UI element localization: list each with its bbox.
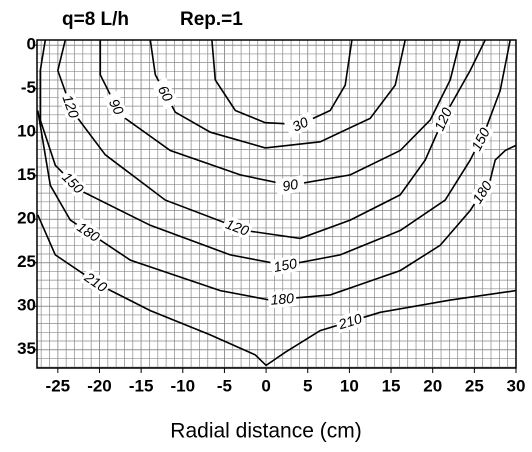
contour-label-group: 150 [270,254,301,276]
x-tick-label: 20 [423,376,442,395]
contour-label-bg [467,123,495,156]
contour-label-bg [284,111,317,138]
contour-label-bg [79,267,112,297]
x-tick-label: 0 [261,376,270,395]
y-tick-label: 15 [17,165,36,184]
y-tick-label: 0 [27,35,36,54]
contour-label: 180 [270,290,295,308]
contour-label-bg [57,167,89,199]
contour-label: 60 [155,83,177,104]
contour-line [56,40,486,240]
contour-label-group: 120 [58,90,83,123]
contour-label-bg [102,90,130,123]
contour-label: 90 [106,96,127,117]
x-tick-label: -10 [170,376,195,395]
contour-label-group: 30 [284,111,317,138]
contour-label-group: 90 [102,90,130,123]
chart-subtitle: Rep.=1 [180,9,243,30]
contour-label-bg [221,215,254,240]
contour-label-bg [58,90,83,123]
contour-label-group: 90 [275,175,306,196]
y-tick-label: 25 [17,252,36,271]
contour-line [149,40,406,149]
contour-label: 150 [272,255,298,275]
contour-label: 210 [336,310,364,332]
x-tick-label: -25 [46,376,71,395]
x-tick-label: 15 [382,376,401,395]
x-tick-label: 10 [340,376,359,395]
contour-label-group: 180 [267,289,297,309]
contour-label-bg [467,176,497,209]
chart-title: q=8 L/h [62,9,129,30]
contour-label-group: 210 [79,267,112,297]
contour-label-group: 120 [430,103,457,136]
contour-label-group: 120 [221,215,254,240]
contour-label-group: 60 [151,77,179,110]
contour-label: 30 [290,113,311,134]
x-tick-label: 30 [507,376,526,395]
x-axis-label: Radial distance (cm) [170,420,361,443]
contour-label-bg [72,217,105,247]
contour-label-group: 150 [467,123,495,156]
contour-label-group: 210 [334,309,366,334]
contour-label-bg [430,103,457,136]
y-tick-label: 30 [17,296,36,315]
contour-label-group: 180 [467,176,497,209]
contour-label: 120 [224,216,252,239]
x-tick-label: -20 [87,376,112,395]
contour-label: 90 [281,176,299,194]
contour-label-bg [270,254,301,276]
contour-label-bg [334,309,366,334]
y-tick-label: 35 [17,339,36,358]
contour-label-bg [275,175,306,196]
y-tick-label: 10 [17,122,36,141]
contour-label-bg [267,289,297,309]
x-tick-label: 25 [465,376,484,395]
x-tick-label: -5 [217,376,232,395]
contour-label-bg [151,77,179,110]
x-tick-label: -15 [129,376,154,395]
x-tick-label: 5 [303,376,312,395]
contour-line [99,40,461,187]
contour-line [39,40,511,267]
contour-labels: 3060909012012012015015015018018018021021… [57,77,497,334]
plot-frame [36,39,517,369]
contour-label: 120 [59,93,82,121]
contour-line [211,40,353,126]
contour-line [37,214,516,367]
y-tick-label: -5 [21,78,36,97]
y-tick-label: 20 [17,209,36,228]
